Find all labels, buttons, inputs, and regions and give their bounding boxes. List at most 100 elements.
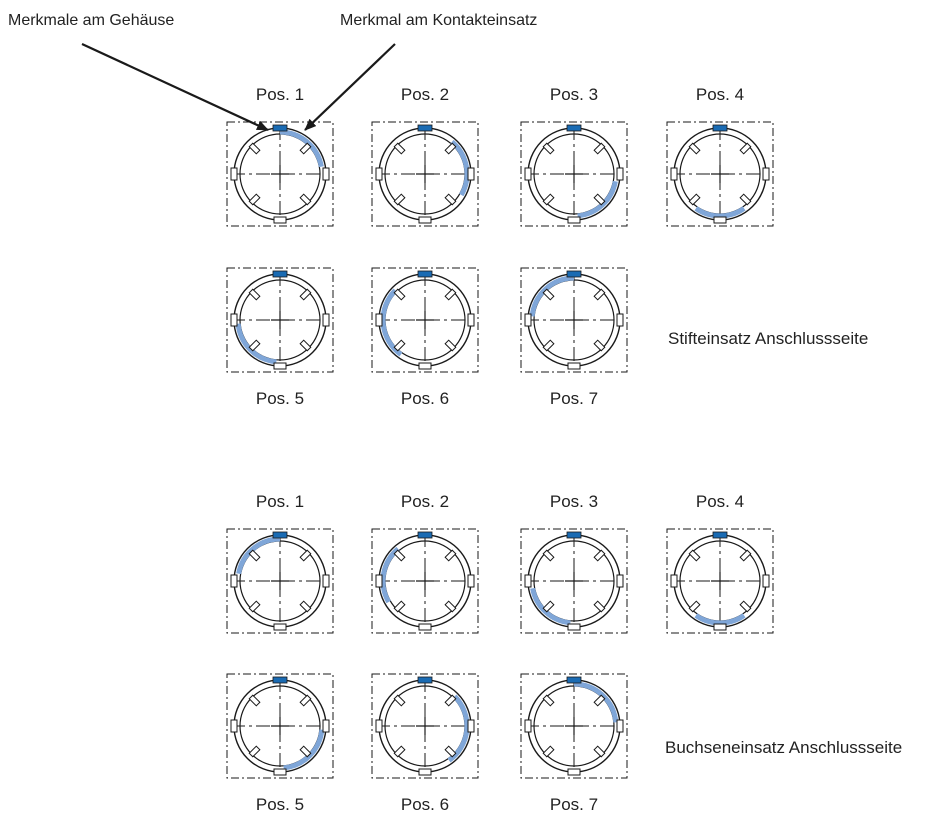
insert-feature-arc <box>577 180 618 219</box>
latch-slot <box>593 193 606 206</box>
latch-slot <box>542 745 555 758</box>
latch-slot <box>444 600 457 613</box>
latch-slot <box>248 600 261 613</box>
position-label: Pos. 7 <box>550 389 598 408</box>
insert-feature-arc <box>694 206 746 219</box>
housing-frame <box>226 673 334 779</box>
housing-feature-marker <box>272 124 288 132</box>
latch-slot <box>248 142 261 155</box>
housing-feature-marker <box>566 531 582 539</box>
side-key-left <box>230 313 238 327</box>
connector-g2-pos-4: Pos. 4 <box>666 492 774 634</box>
side-key-left <box>524 167 532 181</box>
side-key-bottom <box>418 362 432 370</box>
side-key-bottom <box>713 623 727 631</box>
side-key-bottom <box>418 216 432 224</box>
side-key-left <box>375 167 383 181</box>
side-key-left <box>670 167 678 181</box>
latch-slot <box>444 193 457 206</box>
position-label: Pos. 1 <box>256 85 304 104</box>
caption-stifteinsatz: Stifteinsatz Anschlussseite <box>668 329 868 348</box>
side-key-bottom <box>567 362 581 370</box>
side-key-left <box>524 719 532 733</box>
latch-slot <box>299 193 312 206</box>
housing-feature-marker <box>272 531 288 539</box>
side-key-left <box>375 719 383 733</box>
latch-slot <box>299 549 312 562</box>
latch-slot <box>248 288 261 301</box>
position-label: Pos. 6 <box>401 795 449 811</box>
latch-slot <box>393 745 406 758</box>
caption-buchseneinsatz: Buchseneinsatz Anschlussseite <box>665 738 902 757</box>
latch-slot <box>393 694 406 707</box>
latch-slot <box>542 288 555 301</box>
latch-slot <box>444 288 457 301</box>
callout-housing-arrow <box>81 43 269 131</box>
side-key-left <box>230 167 238 181</box>
callout-insert-arrow <box>304 43 396 131</box>
connector-g1-pos-1: Pos. 1 <box>226 85 334 227</box>
position-label: Pos. 5 <box>256 389 304 408</box>
insert-feature-arc <box>236 536 281 575</box>
housing-feature-marker <box>417 270 433 278</box>
latch-slot <box>542 142 555 155</box>
housing-feature-marker <box>566 124 582 132</box>
latch-slot <box>688 193 701 206</box>
connector-g1-pos-5: Pos. 5 <box>226 267 334 408</box>
latch-slot <box>444 142 457 155</box>
position-label: Pos. 4 <box>696 85 744 104</box>
latch-slot <box>248 745 261 758</box>
latch-slot <box>542 694 555 707</box>
housing-feature-marker <box>566 270 582 278</box>
latch-slot <box>739 600 752 613</box>
side-key-right <box>762 167 770 181</box>
latch-slot <box>593 745 606 758</box>
housing-feature-marker <box>417 676 433 684</box>
latch-slot <box>542 549 555 562</box>
side-key-right <box>322 313 330 327</box>
position-label: Pos. 3 <box>550 85 598 104</box>
side-key-left <box>230 574 238 588</box>
housing-frame <box>666 528 774 634</box>
position-label: Pos. 2 <box>401 85 449 104</box>
latch-slot <box>444 694 457 707</box>
latch-slot <box>299 745 312 758</box>
position-label: Pos. 4 <box>696 492 744 511</box>
side-key-right <box>616 167 624 181</box>
latch-slot <box>444 549 457 562</box>
insert-feature-arc <box>573 681 619 723</box>
side-key-left <box>524 574 532 588</box>
latch-slot <box>593 339 606 352</box>
housing-feature-marker <box>417 124 433 132</box>
housing-frame <box>371 267 479 373</box>
position-label: Pos. 7 <box>550 795 598 811</box>
latch-slot <box>393 288 406 301</box>
latch-slot <box>393 549 406 562</box>
latch-slot <box>444 745 457 758</box>
connector-g2-pos-5: Pos. 5 <box>226 673 334 814</box>
latch-slot <box>593 549 606 562</box>
housing-feature-marker <box>272 270 288 278</box>
latch-slot <box>542 193 555 206</box>
position-label: Pos. 1 <box>256 492 304 511</box>
side-key-right <box>762 574 770 588</box>
housing-frame <box>226 121 334 227</box>
latch-slot <box>248 694 261 707</box>
latch-slot <box>593 288 606 301</box>
latch-slot <box>299 288 312 301</box>
housing-feature-marker <box>712 124 728 132</box>
latch-slot <box>444 339 457 352</box>
side-key-left <box>524 313 532 327</box>
latch-slot <box>739 193 752 206</box>
latch-slot <box>393 600 406 613</box>
latch-slot <box>393 142 406 155</box>
connector-g2-pos-1: Pos. 1 <box>226 492 334 634</box>
insert-feature-arc <box>283 729 325 771</box>
connector-g2-pos-7: Pos. 7 <box>520 673 628 814</box>
latch-slot <box>739 549 752 562</box>
side-key-right <box>467 574 475 588</box>
housing-frame <box>226 267 334 373</box>
latch-slot <box>393 193 406 206</box>
connector-grid: Pos. 1 Pos. 2 Pos. 3 Pos. 4 Pos. 5 Pos. 6 Pos.… <box>226 85 774 814</box>
latch-slot <box>542 339 555 352</box>
